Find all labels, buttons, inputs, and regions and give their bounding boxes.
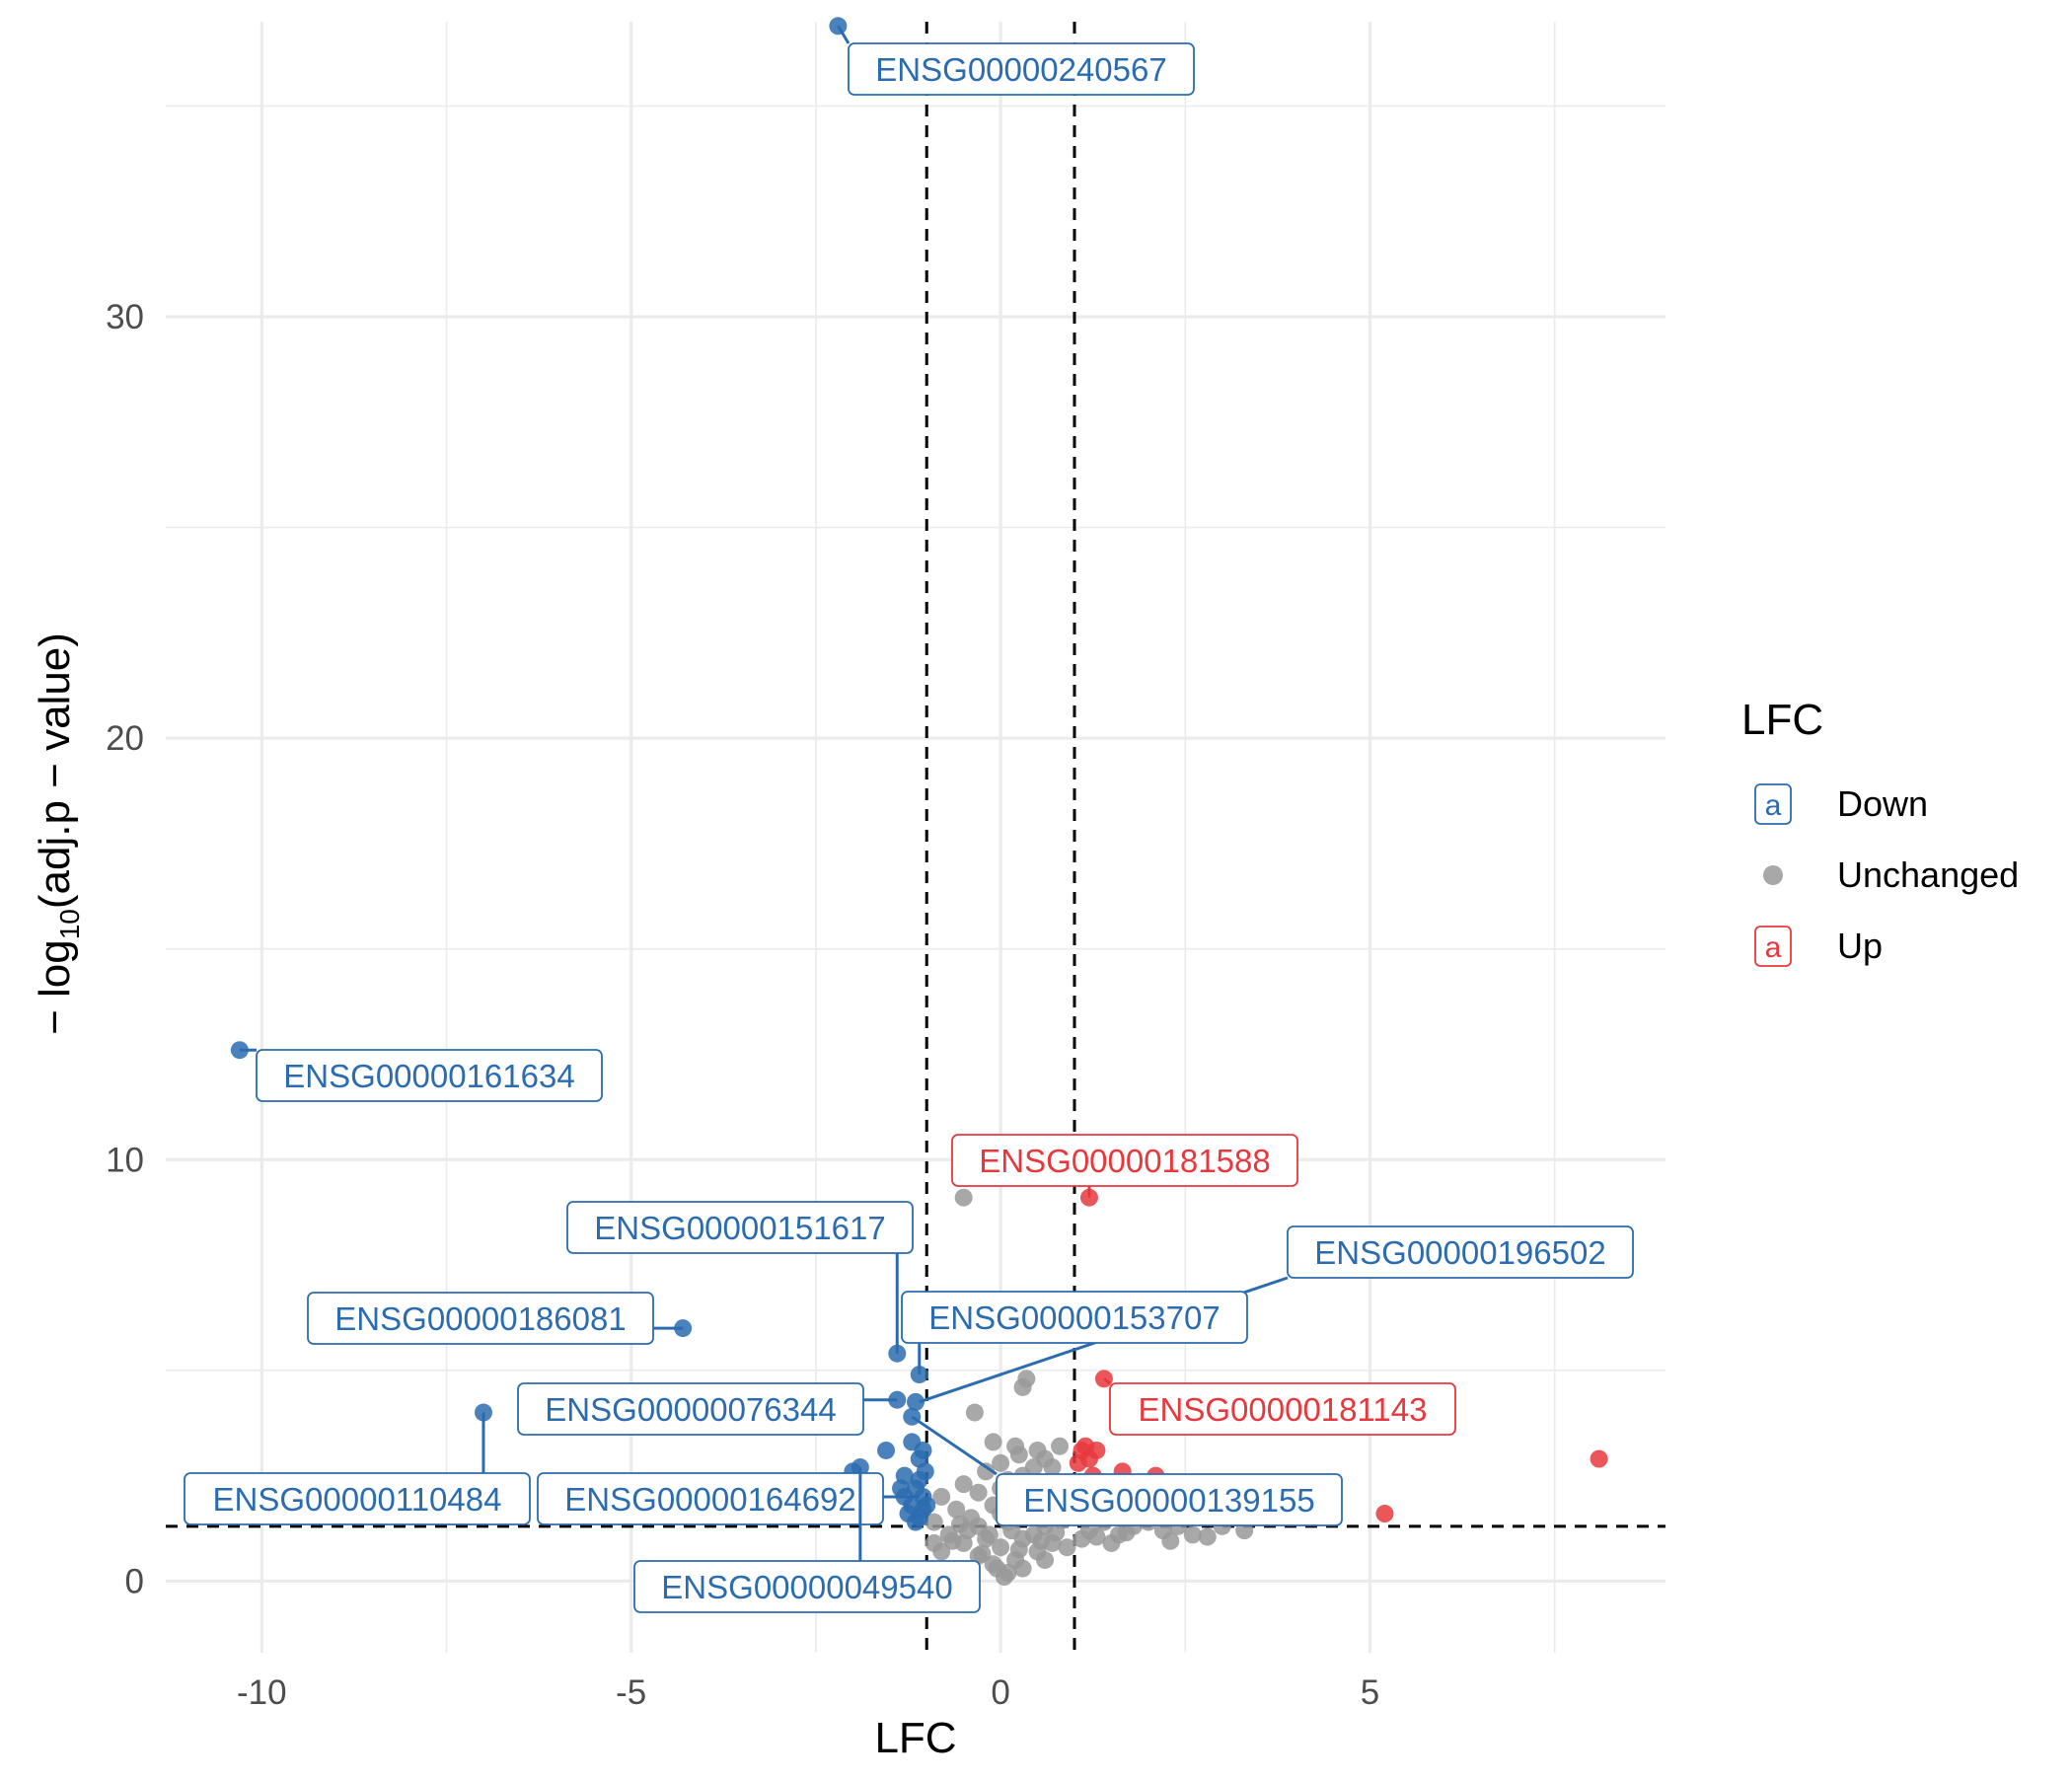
y-tick-label: 30 — [106, 298, 144, 336]
gene-label-text: ENSG00000151617 — [594, 1210, 885, 1246]
point-unchanged — [1013, 1559, 1032, 1578]
legend-key-box — [1754, 926, 1792, 967]
point-unchanged — [1013, 1377, 1032, 1396]
legend-item-label: Down — [1837, 783, 1928, 824]
point-unchanged — [1117, 1523, 1136, 1542]
gene-label-text: ENSG00000076344 — [545, 1391, 836, 1428]
point-up — [1590, 1449, 1608, 1468]
point-unchanged — [950, 1515, 969, 1533]
legend-key-box — [1754, 783, 1792, 825]
point-unchanged — [973, 1544, 992, 1563]
legend-key-point — [1763, 865, 1783, 885]
y-tick-label: 0 — [125, 1562, 144, 1600]
y-axis-title: − log10(adj.p − value) — [31, 632, 85, 1035]
gene-labels: ENSG00000240567 ENSG00000161634 ENSG000001… — [184, 25, 1634, 1613]
y-tick-label: 20 — [106, 719, 144, 758]
legend-key-glyph: a — [1765, 789, 1782, 822]
gene-label-text: ENSG00000186081 — [334, 1300, 626, 1337]
point-down — [877, 1441, 896, 1459]
legend-item-label: Unchanged — [1837, 854, 2019, 895]
point-unchanged — [1009, 1540, 1028, 1559]
point-unchanged — [1051, 1437, 1070, 1455]
label-connector — [1103, 1377, 1111, 1385]
gene-label-box — [633, 1560, 981, 1613]
gene-label-box — [848, 42, 1195, 96]
point-up — [1375, 1505, 1394, 1523]
gene-label-box — [1109, 1382, 1456, 1436]
gene-label-text: ENSG00000181143 — [1139, 1391, 1428, 1428]
gene-label-box — [307, 1292, 654, 1345]
legend-key-glyph: a — [1765, 931, 1782, 964]
point-down — [910, 1449, 928, 1468]
gene-label-text: ENSG00000110484 — [213, 1481, 502, 1518]
gene-label-box — [537, 1472, 884, 1525]
gene-label-text: ENSG00000139155 — [1023, 1482, 1314, 1519]
y-axis-title-pre: − log — [31, 939, 79, 1035]
point-unchanged — [1087, 1527, 1106, 1546]
label-connector — [911, 1415, 998, 1476]
point-unchanged — [992, 1453, 1010, 1472]
point-unchanged — [1058, 1538, 1076, 1557]
gene-label-box — [1287, 1225, 1634, 1279]
x-axis-title: LFC — [874, 1714, 956, 1762]
point-unchanged — [932, 1487, 951, 1506]
point-unchanged — [977, 1462, 996, 1481]
gene-label-box — [901, 1291, 1248, 1344]
point-unchanged — [1009, 1446, 1028, 1464]
legend: LFC a Down Unchanged a Up — [1741, 696, 2019, 967]
point-unchanged — [988, 1559, 1006, 1578]
point-down — [907, 1513, 925, 1531]
y-tick-label: 10 — [106, 1141, 144, 1179]
gene-label-box — [996, 1473, 1343, 1526]
gene-label-text: ENSG00000164692 — [564, 1481, 855, 1518]
point-unchanged — [1102, 1533, 1121, 1552]
legend-item-label: Up — [1837, 926, 1883, 966]
y-axis-title-post: (adj.p − value) — [31, 632, 79, 909]
y-axis-title-sub: 10 — [54, 909, 85, 939]
point-down — [892, 1479, 911, 1498]
point-unchanged — [943, 1531, 962, 1550]
gene-label-box — [184, 1472, 531, 1525]
gene-label-text: ENSG00000240567 — [875, 51, 1166, 88]
point-unchanged — [925, 1513, 943, 1531]
point-down — [907, 1392, 925, 1411]
point-down — [918, 1496, 936, 1515]
point-unchanged — [1161, 1531, 1180, 1550]
x-tick-label: -10 — [237, 1673, 287, 1712]
point-unchanged — [954, 1475, 973, 1494]
point-unchanged — [969, 1483, 988, 1502]
x-tick-label: -5 — [616, 1673, 646, 1712]
gene-label-box — [951, 1134, 1298, 1187]
point-unchanged — [1198, 1527, 1217, 1546]
point-unchanged — [1024, 1458, 1043, 1477]
point-unchanged — [965, 1403, 984, 1422]
gene-label-text: ENSG00000161634 — [283, 1058, 574, 1094]
gene-label-box — [517, 1382, 864, 1436]
label-connector — [837, 25, 851, 44]
axes: -10 -5 0 5 0 10 20 30 — [106, 298, 1379, 1712]
point-up — [1069, 1453, 1087, 1472]
point-unchanged — [925, 1533, 943, 1552]
x-tick-label: 5 — [1361, 1673, 1379, 1712]
x-tick-label: 0 — [991, 1673, 1009, 1712]
gene-label-text: ENSG00000181588 — [979, 1143, 1270, 1179]
point-unchanged — [1183, 1525, 1202, 1544]
gene-label-text: ENSG00000196502 — [1314, 1234, 1605, 1271]
point-unchanged — [947, 1500, 966, 1519]
point-unchanged — [984, 1433, 1002, 1451]
point-unchanged — [980, 1525, 999, 1544]
point-unchanged — [1073, 1529, 1091, 1548]
gene-label-box — [256, 1049, 603, 1102]
point-unchanged — [1036, 1551, 1055, 1570]
point-down — [829, 17, 848, 36]
gene-label-text: ENSG00000153707 — [928, 1299, 1220, 1336]
point-unchanged — [1032, 1531, 1051, 1550]
gene-label-text: ENSG00000049540 — [661, 1569, 952, 1605]
legend-title: LFC — [1741, 696, 1823, 744]
point-unchanged — [992, 1538, 1010, 1557]
point-unchanged — [954, 1188, 973, 1207]
gene-label-box — [566, 1201, 914, 1254]
